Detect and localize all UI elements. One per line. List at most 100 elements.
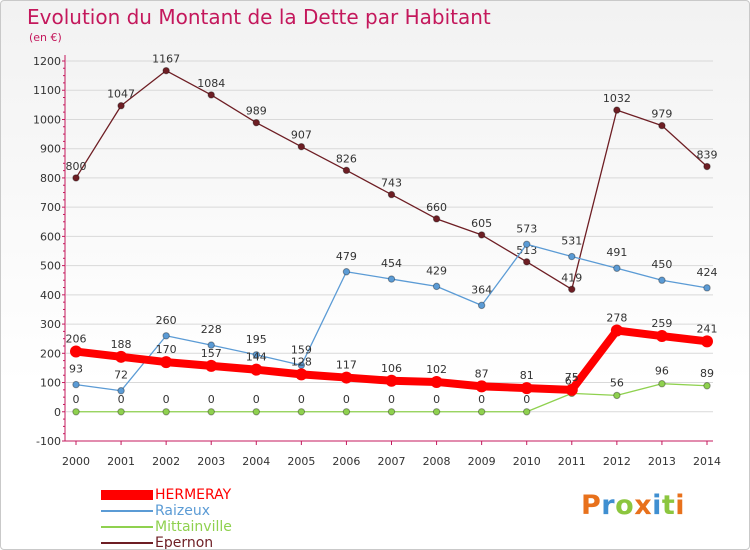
legend-label: Mittainville	[155, 519, 232, 535]
data-label: 228	[201, 323, 222, 336]
data-label: 491	[606, 246, 627, 259]
legend-swatch	[101, 490, 153, 500]
data-point	[565, 383, 578, 396]
logo-letter: i	[675, 490, 686, 521]
data-label: 429	[426, 264, 447, 277]
data-label: 0	[388, 393, 395, 406]
y-tick-label: 700	[40, 201, 61, 214]
y-tick-label: 500	[40, 260, 61, 273]
x-tick-label: 2011	[558, 455, 586, 468]
data-point	[252, 118, 260, 127]
data-point	[115, 350, 128, 363]
data-label: 0	[163, 393, 170, 406]
x-tick-label: 2013	[648, 455, 676, 468]
data-label: 195	[246, 333, 267, 346]
data-point	[613, 264, 621, 272]
data-label: 419	[561, 271, 582, 284]
series-epernon: 800 1047 1167 1084 989 907 826 743 660 605 513 419 1…	[66, 53, 718, 293]
data-label: 364	[471, 283, 492, 296]
data-point	[387, 275, 396, 283]
legend-swatch	[101, 510, 153, 512]
data-label: 979	[651, 108, 672, 121]
data-point	[655, 330, 668, 343]
data-point	[72, 174, 80, 182]
data-label: 56	[610, 376, 624, 389]
data-label: 144	[246, 351, 267, 364]
data-point	[568, 285, 576, 293]
y-tick-label: 1200	[33, 55, 61, 68]
y-tick-label: 1000	[33, 113, 61, 126]
legend-label: Raizeux	[155, 503, 211, 519]
data-label: 0	[208, 393, 215, 406]
x-tick-label: 2006	[332, 455, 360, 468]
x-tick-label: 2008	[423, 455, 451, 468]
data-label: 605	[471, 217, 492, 230]
data-label: 826	[336, 152, 357, 165]
x-tick-label: 2005	[287, 455, 315, 468]
logo-letter: t	[661, 490, 676, 521]
data-point	[432, 408, 441, 416]
data-point	[72, 408, 80, 416]
data-label: 117	[336, 359, 357, 372]
data-point	[207, 341, 215, 349]
data-label: 0	[478, 393, 485, 406]
data-point	[70, 345, 82, 358]
data-point	[568, 252, 576, 261]
data-point	[205, 359, 218, 372]
data-label: 0	[253, 393, 260, 406]
data-label: 102	[426, 363, 447, 376]
data-label: 241	[697, 322, 718, 335]
data-point	[613, 106, 621, 114]
data-point	[658, 380, 666, 388]
data-label: 660	[426, 201, 447, 214]
data-point	[477, 408, 486, 416]
legend-label: HERMERAY	[155, 487, 232, 503]
chart-title: Evolution du Montant de la Dette par Hab…	[27, 5, 491, 29]
y-tick-label: 200	[40, 347, 61, 360]
x-tick-label: 2001	[107, 455, 135, 468]
data-label: 87	[475, 367, 489, 380]
y-tick-label: 600	[40, 230, 61, 243]
y-tick-label: 1100	[33, 84, 61, 97]
data-label: 907	[291, 129, 312, 142]
data-point	[477, 301, 486, 310]
data-label: 89	[700, 367, 714, 380]
data-label: 75	[565, 371, 579, 384]
y-tick-label: 300	[40, 318, 61, 331]
data-label: 96	[655, 365, 669, 378]
y-tick-label: -100	[36, 435, 61, 448]
data-point	[658, 276, 666, 284]
data-label: 188	[111, 338, 132, 351]
x-tick-label: 2010	[513, 455, 541, 468]
data-point	[342, 268, 351, 276]
data-label: 743	[381, 177, 402, 190]
data-point	[117, 387, 125, 395]
y-tick-label: 0	[54, 406, 61, 419]
data-label: 278	[606, 312, 627, 325]
x-tick-label: 2009	[468, 455, 496, 468]
data-point	[385, 374, 398, 387]
chart-subtitle: (en €)	[29, 31, 62, 44]
data-point	[295, 368, 308, 381]
proxiti-logo: Proxiti	[581, 490, 685, 521]
data-label: 0	[298, 393, 305, 406]
x-tick-label: 2002	[152, 455, 180, 468]
data-label: 157	[201, 347, 222, 360]
legend-swatch	[101, 542, 153, 544]
data-label: 573	[516, 222, 537, 235]
data-point	[117, 408, 125, 416]
data-point	[252, 408, 260, 416]
data-point	[523, 240, 531, 248]
data-point	[250, 363, 263, 376]
data-label: 513	[516, 244, 537, 257]
data-point	[613, 391, 621, 400]
data-label: 0	[433, 393, 440, 406]
data-label: 72	[114, 369, 128, 382]
data-label: 450	[651, 258, 672, 271]
data-point	[703, 284, 711, 292]
y-tick-label: 800	[40, 172, 61, 185]
data-label: 0	[343, 393, 350, 406]
data-point	[162, 66, 170, 75]
data-point	[523, 258, 531, 266]
